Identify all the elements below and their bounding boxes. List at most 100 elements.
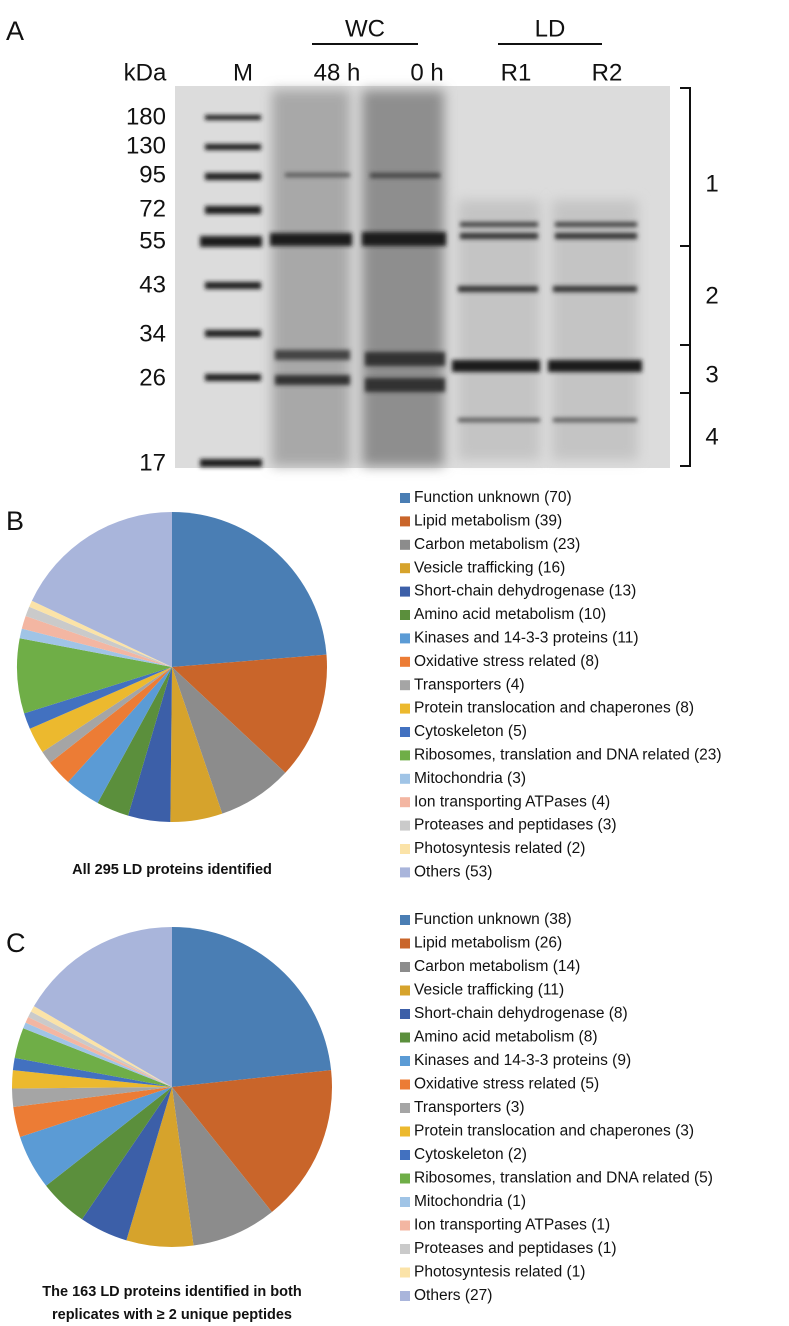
legend-label: Carbon metabolism (14) <box>414 958 580 975</box>
pie-slice <box>68 667 172 803</box>
legend-label: Lipid metabolism (26) <box>414 935 562 952</box>
pie-slice <box>21 615 172 667</box>
legend-swatch <box>400 516 410 527</box>
legend-swatch <box>400 703 410 714</box>
pie-slice <box>28 1011 173 1087</box>
pie-slice <box>42 667 173 763</box>
legend-label: Protein translocation and chaperones (3) <box>414 1123 694 1140</box>
legend-label: Ribosomes, translation and DNA related (… <box>414 746 722 763</box>
legend-swatch <box>400 563 410 574</box>
fraction-label: 1 <box>705 170 718 197</box>
legend-swatch <box>400 1291 410 1301</box>
legend-label: Short-chain dehydrogenase (13) <box>414 583 636 600</box>
group-label: LD <box>535 15 566 42</box>
pie-slice <box>33 927 172 1087</box>
legend-swatch <box>400 727 410 737</box>
legend-swatch <box>400 656 410 667</box>
legend-label: Ion transporting ATPases (1) <box>414 1217 610 1234</box>
panel-label: C <box>6 928 26 958</box>
legend-swatch <box>400 493 410 503</box>
legend-label: Protein translocation and chaperones (8) <box>414 700 694 717</box>
pie-slice <box>23 1022 172 1087</box>
legend-label: Photosyntesis related (1) <box>414 1264 585 1281</box>
legend-label: Cytoskeleton (5) <box>414 723 527 740</box>
legend-swatch <box>400 633 410 644</box>
legend-label: Proteases and peptidases (3) <box>414 817 616 834</box>
lane-label: R1 <box>501 59 532 86</box>
pie-slice <box>30 1006 173 1087</box>
pie-slice <box>24 667 173 729</box>
legend-swatch <box>400 750 410 761</box>
pie-slice <box>14 1028 173 1087</box>
pie-slice <box>172 654 327 773</box>
pie-slice <box>12 1070 173 1089</box>
legend-label: Vesicle trafficking (16) <box>414 559 565 576</box>
legend-swatch <box>400 1079 410 1090</box>
legend-swatch <box>400 985 410 996</box>
marker-label: 55 <box>139 227 166 254</box>
legend-swatch <box>400 680 410 691</box>
pie-slice <box>25 1016 173 1087</box>
panel-label: B <box>6 506 24 536</box>
lane-label: 48 h <box>314 59 361 86</box>
legend-swatch <box>400 820 410 831</box>
pie-slice <box>172 512 327 667</box>
legend-label: Oxidative stress related (5) <box>414 1076 599 1093</box>
caption: All 295 LD proteins identified <box>72 862 272 878</box>
marker-label: 130 <box>126 132 166 159</box>
legend-swatch <box>400 867 410 878</box>
pie-slice <box>170 667 223 822</box>
marker-label: 43 <box>139 271 166 298</box>
legend-label: Mitochondria (3) <box>414 770 526 787</box>
pie-slice <box>29 667 173 752</box>
pie-slice <box>50 667 173 783</box>
legend-label: Others (27) <box>414 1287 492 1304</box>
legend-label: Transporters (4) <box>414 676 525 693</box>
marker-label: 34 <box>139 320 166 347</box>
fraction-label: 2 <box>705 282 718 309</box>
pie-slice <box>20 1087 172 1186</box>
group-label: WC <box>345 15 385 42</box>
legend-swatch <box>400 844 410 854</box>
marker-label: 95 <box>139 161 166 188</box>
lane-label: M <box>233 59 253 86</box>
legend-label: Proteases and peptidases (1) <box>414 1240 616 1257</box>
unit-label: kDa <box>124 59 167 86</box>
legend-label: Amino acid metabolism (10) <box>414 606 606 623</box>
pie-slice <box>12 1087 172 1107</box>
marker-label: 26 <box>139 364 166 391</box>
pie-slice <box>12 1057 172 1087</box>
legend-swatch <box>400 1267 410 1278</box>
legend-label: Oxidative stress related (8) <box>414 653 599 670</box>
legend-label: Others (53) <box>414 863 492 880</box>
pie-slice <box>19 628 172 667</box>
legend-label: Kinases and 14-3-3 proteins (9) <box>414 1052 631 1069</box>
pie-slice <box>97 667 172 816</box>
lane-label: 0 h <box>410 59 443 86</box>
pie-slice <box>172 1087 272 1246</box>
pie-slice <box>81 1087 172 1241</box>
legend-swatch <box>400 1056 410 1066</box>
pie-slice <box>128 667 172 822</box>
pie-slice <box>25 606 172 667</box>
legend-label: Function unknown (70) <box>414 489 572 506</box>
legend-swatch <box>400 1103 410 1113</box>
legend-swatch <box>400 1009 410 1019</box>
legend-label: Kinases and 14-3-3 proteins (11) <box>414 629 639 646</box>
caption: The 163 LD proteins identified in both <box>42 1284 301 1300</box>
legend-swatch <box>400 773 410 784</box>
fraction-label: 4 <box>705 423 718 450</box>
legend-swatch <box>400 938 410 949</box>
legend-swatch <box>400 915 410 925</box>
legend-label: Ion transporting ATPases (4) <box>414 793 610 810</box>
legend-label: Ribosomes, translation and DNA related (… <box>414 1170 713 1187</box>
panel-label: A <box>6 16 24 46</box>
legend-swatch <box>400 1197 410 1207</box>
legend-label: Carbon metabolism (23) <box>414 536 580 553</box>
legend-swatch <box>400 1126 410 1137</box>
legend-swatch <box>400 586 410 597</box>
legend-label: Cytoskeleton (2) <box>414 1146 527 1163</box>
pie-slice <box>13 1087 172 1138</box>
legend-label: Mitochondria (1) <box>414 1193 526 1210</box>
lane-label: R2 <box>592 59 623 86</box>
